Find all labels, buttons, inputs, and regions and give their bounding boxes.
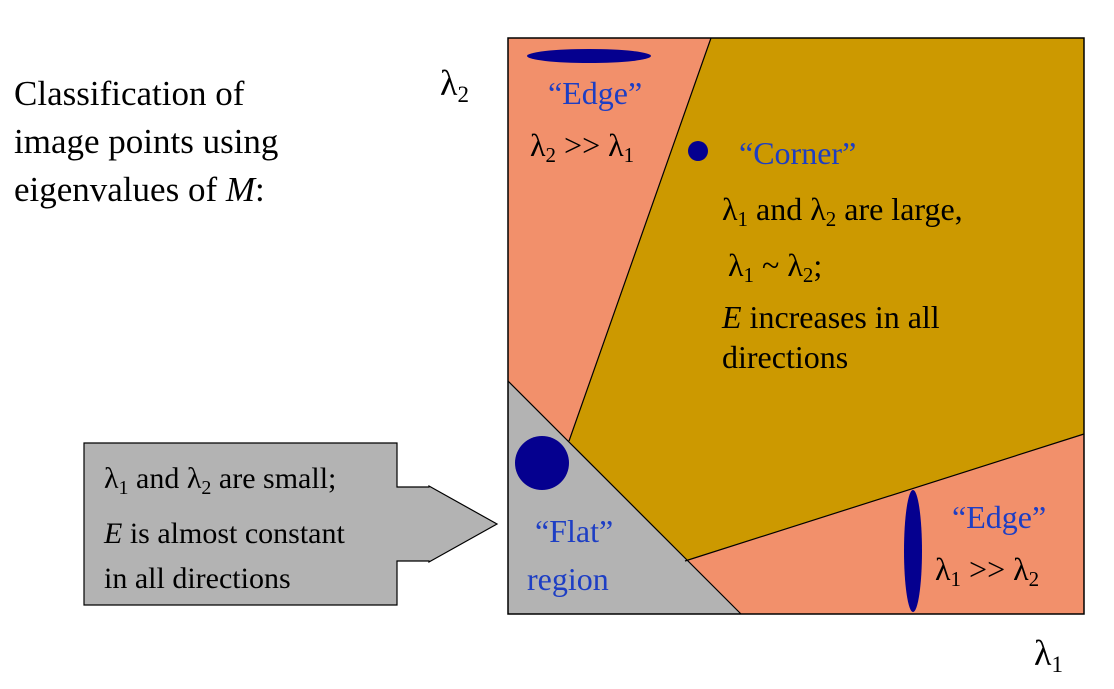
callout-l1-b: λ bbox=[186, 462, 202, 495]
corner-desc-line-4: directions bbox=[722, 339, 849, 375]
edge-right-cond-a-sub: 1 bbox=[950, 567, 962, 591]
corner-l1-a-sub: 1 bbox=[737, 207, 749, 231]
corner-l1-mid: and bbox=[748, 191, 811, 227]
corner-l2-op: ~ bbox=[754, 247, 788, 283]
corner-l1-b: λ bbox=[810, 191, 826, 227]
corner-desc-line-3: E increases in all bbox=[722, 294, 963, 340]
corner-l2-a-sub: 1 bbox=[743, 263, 755, 287]
corner-desc-line-1: λ1 and λ2 are large, bbox=[722, 186, 963, 242]
flat-label: “Flat” region bbox=[527, 507, 614, 603]
corner-label: “Corner” bbox=[739, 135, 857, 171]
edge-top-condition: λ2 >> λ1 bbox=[530, 126, 634, 174]
plot-frame bbox=[507, 37, 1085, 615]
callout-l1-a: λ bbox=[104, 462, 119, 495]
edge-top-cond-op: >> bbox=[556, 127, 609, 163]
title-line-1: Classification of bbox=[14, 74, 245, 113]
y-axis-label: λ2 bbox=[440, 62, 469, 108]
y-axis-subscript: 2 bbox=[457, 82, 469, 107]
flat-callout-text: λ1 and λ2 are small; E is almost constan… bbox=[104, 456, 345, 601]
corner-l2-end: ; bbox=[813, 247, 823, 283]
callout-l1-mid: and bbox=[128, 462, 187, 495]
corner-l1-b-sub: 2 bbox=[825, 207, 837, 231]
callout-l2-rest: is almost constant bbox=[122, 517, 345, 550]
callout-line-2: E is almost constant bbox=[104, 511, 345, 556]
edge-right-cond-a: λ bbox=[935, 551, 951, 587]
callout-l1-a-sub: 1 bbox=[118, 477, 129, 499]
flat-label-line-1: “Flat” bbox=[535, 513, 614, 549]
corner-energy-symbol: E bbox=[722, 299, 742, 335]
flat-circle bbox=[515, 436, 569, 490]
title-line-3-suffix: : bbox=[255, 170, 265, 209]
edge-right-label: “Edge” bbox=[952, 499, 1047, 535]
corner-l3-rest: increases in all bbox=[741, 299, 940, 335]
y-axis-symbol: λ bbox=[440, 63, 458, 103]
flat-label-line-2: region bbox=[527, 561, 609, 597]
edge-top-ellipse bbox=[527, 49, 651, 63]
edge-right-cond-b-sub: 2 bbox=[1028, 567, 1040, 591]
x-axis-label: λ1 bbox=[1034, 632, 1063, 678]
edge-right-cond-b: λ bbox=[1013, 551, 1029, 587]
callout-arrow-box bbox=[83, 442, 499, 606]
corner-left-boundary bbox=[568, 37, 712, 442]
corner-dot bbox=[688, 141, 708, 161]
edge-top-cond-a: λ bbox=[530, 127, 546, 163]
corner-description: λ1 and λ2 are large, λ1 ~ λ2; E increase… bbox=[722, 186, 963, 380]
callout-line-3: in all directions bbox=[104, 562, 291, 595]
title-line-3: eigenvalues of M: bbox=[14, 166, 374, 214]
edge-right-cond-op: >> bbox=[961, 551, 1014, 587]
title-matrix-symbol: M bbox=[225, 170, 256, 209]
corner-l2-b-sub: 2 bbox=[802, 263, 814, 287]
x-axis-symbol: λ bbox=[1034, 633, 1052, 673]
edge-top-cond-b: λ bbox=[608, 127, 624, 163]
corner-desc-line-2: λ1 ~ λ2; bbox=[722, 242, 963, 298]
edge-right-ellipse bbox=[904, 490, 922, 612]
corner-l1-end: are large, bbox=[836, 191, 963, 227]
x-axis-subscript: 1 bbox=[1051, 652, 1063, 677]
callout-line-1: λ1 and λ2 are small; bbox=[104, 456, 345, 511]
callout-energy-symbol: E bbox=[104, 517, 123, 550]
corner-l2-b: λ bbox=[787, 247, 803, 283]
edge-right-condition: λ1 >> λ2 bbox=[935, 550, 1039, 598]
callout-l1-b-sub: 2 bbox=[201, 477, 212, 499]
corner-l1-a: λ bbox=[722, 191, 738, 227]
diagram-title: Classification of image points using eig… bbox=[14, 70, 374, 214]
corner-bottom-boundary bbox=[684, 433, 1085, 562]
callout-l1-end: are small; bbox=[211, 462, 337, 495]
corner-l2-a: λ bbox=[728, 247, 744, 283]
flat-boundary bbox=[507, 380, 742, 615]
edge-top-cond-b-sub: 1 bbox=[623, 143, 635, 167]
title-line-3-prefix: eigenvalues of bbox=[14, 170, 226, 209]
edge-top-label: “Edge” bbox=[548, 75, 643, 111]
corner-region bbox=[569, 38, 1084, 561]
title-line-2: image points using bbox=[14, 122, 279, 161]
edge-top-cond-a-sub: 2 bbox=[545, 143, 557, 167]
